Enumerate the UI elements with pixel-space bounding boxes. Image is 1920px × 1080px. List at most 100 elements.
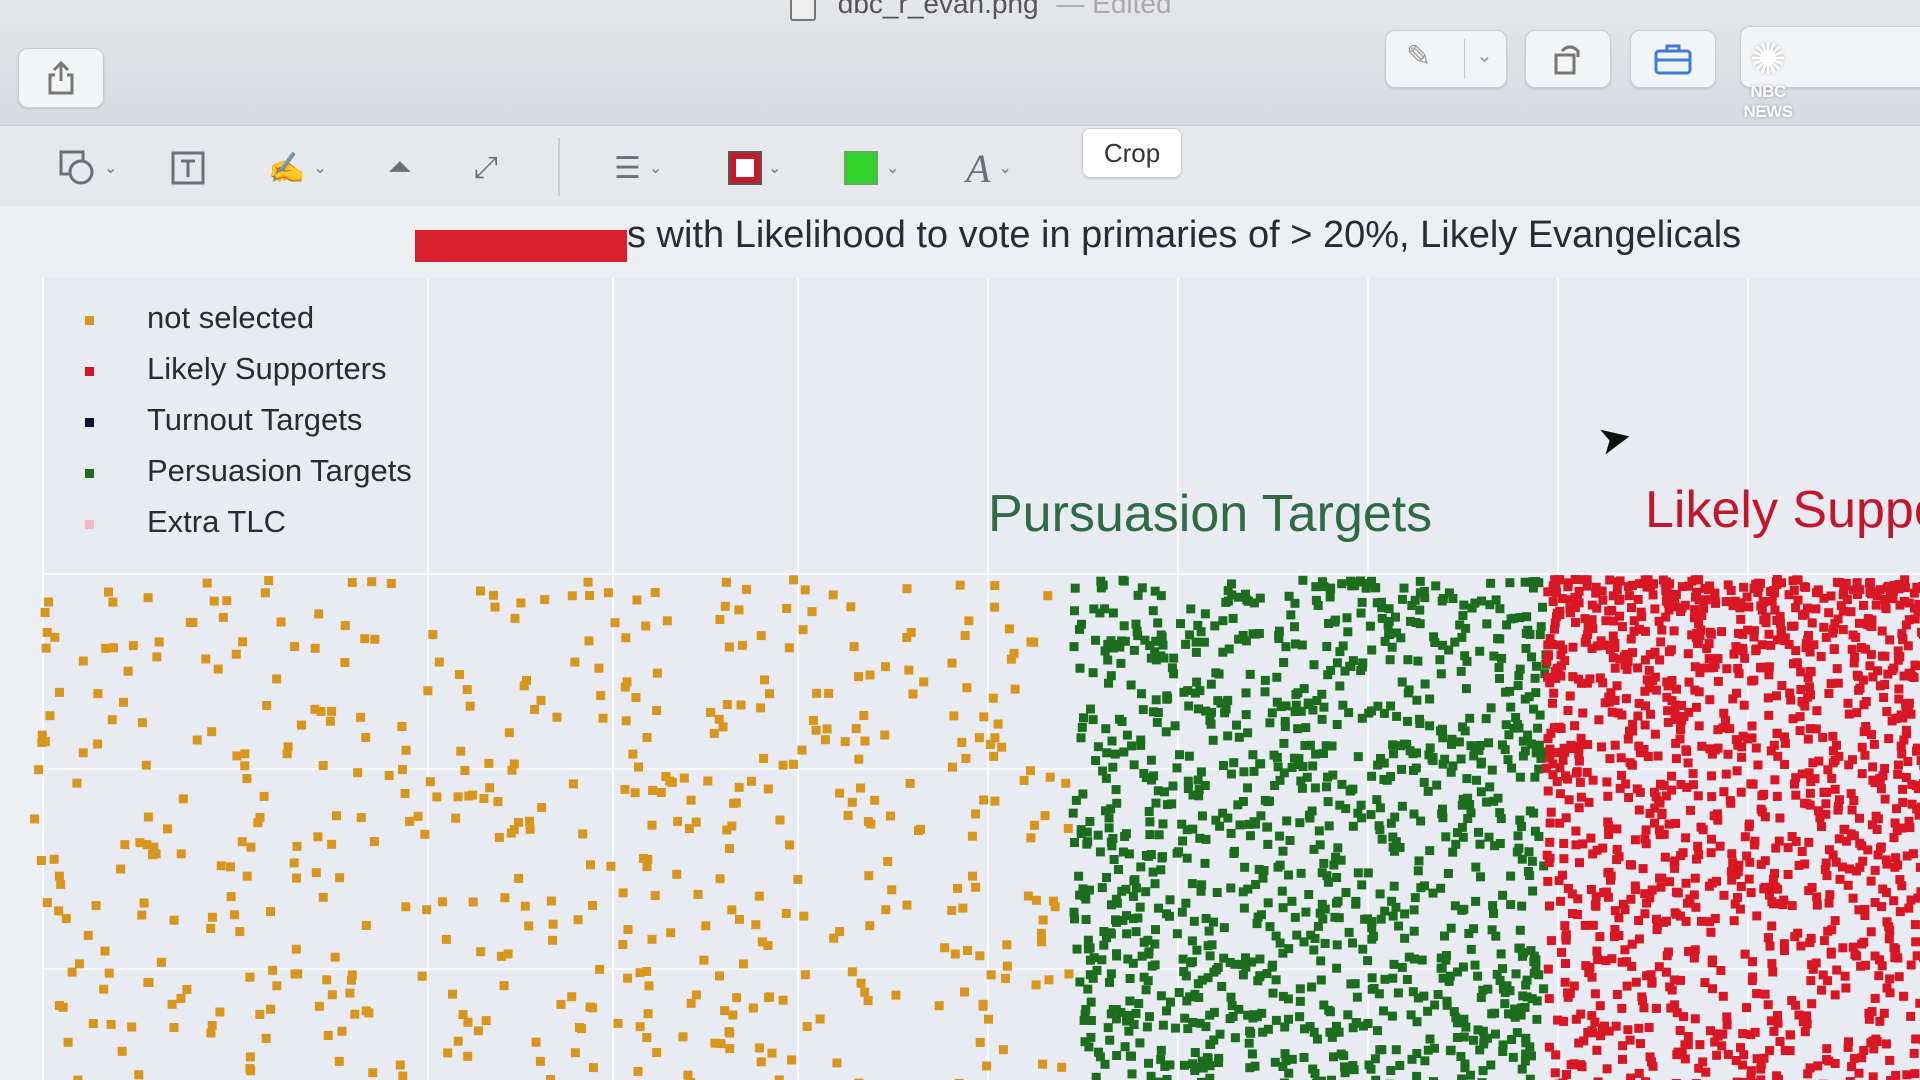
data-point xyxy=(1080,1010,1090,1019)
data-point xyxy=(904,665,914,675)
data-point xyxy=(1189,916,1199,926)
chevron-down-icon: ⌄ xyxy=(998,160,1012,177)
data-point xyxy=(1804,682,1814,692)
data-point xyxy=(765,689,774,699)
data-point xyxy=(1211,815,1221,825)
data-point xyxy=(1318,577,1327,587)
data-point xyxy=(1265,922,1275,932)
data-point xyxy=(318,892,328,902)
data-point xyxy=(1821,632,1831,642)
data-point xyxy=(1554,722,1564,732)
data-point xyxy=(1345,661,1355,671)
data-point xyxy=(665,776,675,786)
data-point xyxy=(1120,636,1130,646)
fill-color-tool[interactable]: ⌄ xyxy=(844,148,899,188)
markup-pen-button[interactable]: ✎ ⌄ xyxy=(1385,30,1507,88)
data-point xyxy=(1410,595,1420,605)
share-button[interactable] xyxy=(18,48,104,108)
data-point xyxy=(715,615,725,624)
data-point xyxy=(1304,890,1314,899)
data-point xyxy=(1614,852,1624,862)
adjust-color-tool[interactable]: ⏶ xyxy=(388,148,412,188)
data-point xyxy=(798,625,808,635)
data-point xyxy=(485,783,495,793)
data-point xyxy=(618,940,628,949)
crop-button[interactable]: Crop xyxy=(1082,128,1182,178)
data-point xyxy=(1822,1044,1832,1054)
data-point xyxy=(650,891,660,901)
data-point xyxy=(108,597,118,607)
data-point xyxy=(1085,817,1095,826)
data-point xyxy=(1131,619,1141,629)
data-point xyxy=(54,871,64,881)
data-point xyxy=(104,587,113,597)
markup-toolbox-button[interactable] xyxy=(1630,30,1716,88)
data-point xyxy=(1733,893,1742,902)
shape-style-tool[interactable]: ☰ ⌄ xyxy=(614,148,662,188)
data-point xyxy=(1430,1043,1439,1053)
data-point xyxy=(1205,1010,1215,1020)
data-point xyxy=(1156,1045,1166,1055)
sign-tool[interactable]: ✍ ⌄ xyxy=(268,148,327,188)
data-point xyxy=(1548,770,1558,780)
search-field[interactable] xyxy=(1740,26,1920,88)
data-point xyxy=(1299,937,1309,947)
data-point xyxy=(1650,647,1660,657)
data-point xyxy=(104,968,114,978)
data-point xyxy=(1453,1018,1462,1028)
data-point xyxy=(1770,775,1780,785)
data-point xyxy=(1821,809,1831,819)
data-point xyxy=(1278,991,1288,1001)
data-point xyxy=(1268,988,1278,998)
adjust-size-tool[interactable]: ⤢ xyxy=(474,148,498,188)
data-point xyxy=(1083,944,1093,954)
data-point xyxy=(266,907,275,917)
data-point xyxy=(1031,895,1041,905)
data-point xyxy=(1413,656,1423,666)
data-point xyxy=(1431,581,1441,591)
data-point xyxy=(1912,582,1920,592)
data-point xyxy=(246,842,256,852)
data-point xyxy=(91,901,101,911)
data-point xyxy=(1133,631,1143,641)
data-point xyxy=(524,921,534,931)
data-point xyxy=(361,1006,371,1016)
data-point xyxy=(1482,619,1492,629)
rotate-button[interactable] xyxy=(1525,30,1611,88)
data-point xyxy=(1570,575,1580,584)
data-point xyxy=(1534,832,1544,841)
data-point xyxy=(1543,587,1553,597)
data-point xyxy=(1433,990,1443,999)
data-point xyxy=(1156,1077,1166,1080)
data-point xyxy=(661,772,671,781)
data-point xyxy=(327,990,337,1000)
data-point xyxy=(1867,622,1877,631)
shapes-tool[interactable]: ⌄ xyxy=(58,148,117,188)
data-point xyxy=(1707,792,1717,802)
text-tool[interactable] xyxy=(170,148,206,188)
data-point xyxy=(1425,846,1435,856)
data-point xyxy=(1340,1062,1349,1072)
data-point xyxy=(1737,742,1747,752)
annotation-likely-supporters: Likely Suppo xyxy=(1645,481,1920,539)
data-point xyxy=(1095,608,1105,618)
chevron-down-icon[interactable]: ⌄ xyxy=(1476,45,1493,67)
data-point xyxy=(588,1063,598,1073)
data-point xyxy=(1129,760,1139,770)
data-point xyxy=(1243,783,1252,793)
data-point xyxy=(1672,1008,1682,1018)
data-point xyxy=(1860,750,1870,760)
data-point xyxy=(536,695,546,705)
data-point xyxy=(1849,585,1858,595)
data-point xyxy=(206,1028,216,1038)
border-color-tool[interactable]: ⌄ xyxy=(728,148,781,188)
data-point xyxy=(1079,713,1088,723)
data-point xyxy=(1227,590,1237,600)
text-style-tool[interactable]: A ⌄ xyxy=(966,146,1012,191)
data-point xyxy=(276,617,286,627)
data-point xyxy=(736,700,746,710)
data-point xyxy=(1717,1041,1727,1051)
data-point xyxy=(1281,1056,1291,1066)
data-point xyxy=(1295,984,1305,994)
data-point xyxy=(1263,898,1273,908)
